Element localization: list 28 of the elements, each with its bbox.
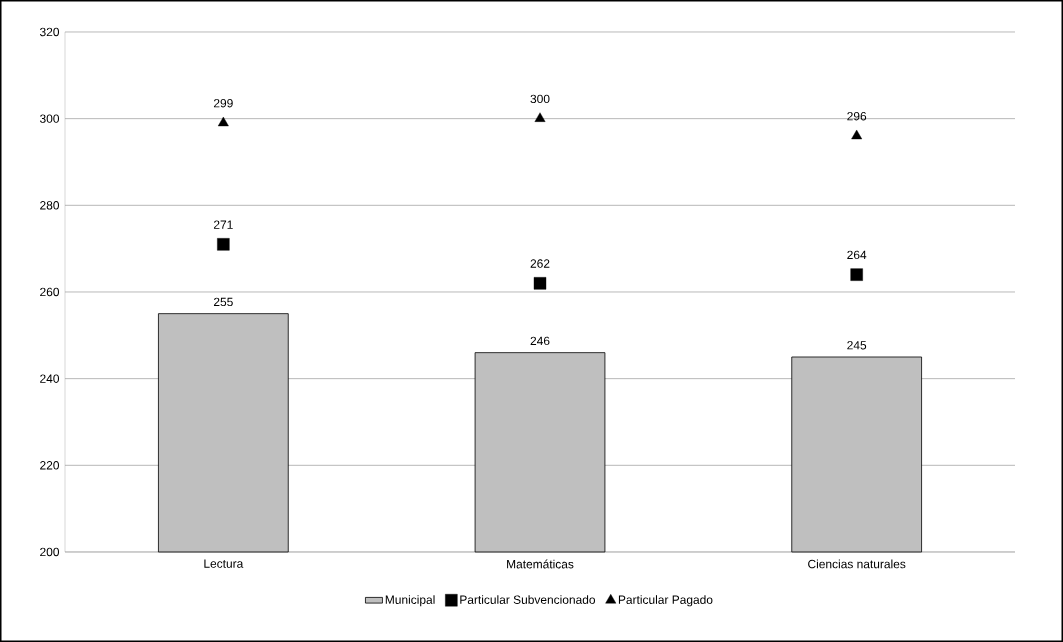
x-tick-label: Matemáticas [507, 559, 574, 569]
y-tick-label: 280 [40, 201, 60, 210]
y-tick-label: 320 [40, 27, 60, 37]
legend-label: Municipal [385, 595, 435, 607]
point [217, 116, 229, 127]
point [533, 277, 547, 290]
point [217, 238, 230, 251]
point [850, 268, 863, 281]
y-tick-label: 300 [40, 114, 60, 123]
data-label: 264 [847, 250, 867, 260]
y-tick-label: 260 [40, 287, 60, 297]
data-label: 246 [530, 336, 550, 346]
data-label: 262 [530, 259, 550, 268]
y-tick-label: 220 [40, 461, 60, 470]
x-tick-label: Lectura [204, 559, 244, 568]
point [851, 129, 863, 140]
data-label: 271 [213, 220, 233, 229]
y-tick-label: 200 [40, 547, 60, 557]
y-tick-label: 240 [40, 374, 60, 383]
data-label: 245 [847, 341, 867, 350]
data-label: 300 [530, 94, 550, 104]
data-label: 299 [213, 99, 233, 108]
legend-label: Particular Pagado [618, 595, 713, 607]
data-label: 255 [213, 297, 233, 307]
x-tick-label: Ciencias naturales [808, 559, 906, 569]
point [534, 112, 546, 122]
legend-label: Particular Subvencionado [460, 595, 596, 604]
data-label: 296 [847, 112, 867, 121]
